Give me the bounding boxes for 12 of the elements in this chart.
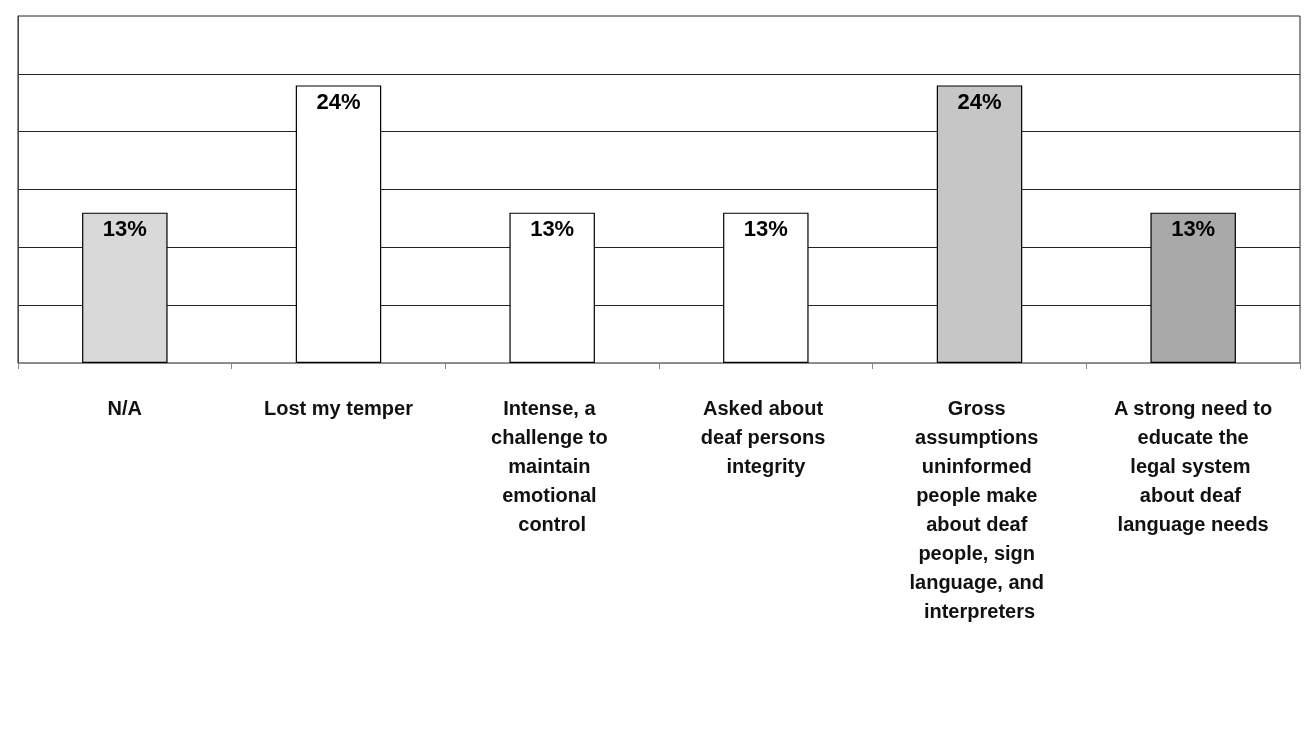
data-label: 13% [743,216,788,242]
x-tick-label: Intense, a challenge to maintain emotional control [491,396,614,535]
data-label: 24% [316,88,361,114]
data-label: 24% [957,88,1002,114]
data-label: 13% [1171,216,1216,242]
x-tick-label: A strong need to educate the legal system about deaf language needs [1114,396,1273,535]
data-label: 13% [102,216,147,242]
x-tick-label: Asked about deaf persons integrity [700,396,831,477]
x-tick-label: Gross assumptions uninformed people make about deaf people, sign language, and interpreters [909,396,1050,622]
x-tick-label: Lost my temper [264,396,414,419]
data-label: 13% [530,216,575,242]
x-tick-label: N/A [107,396,143,419]
